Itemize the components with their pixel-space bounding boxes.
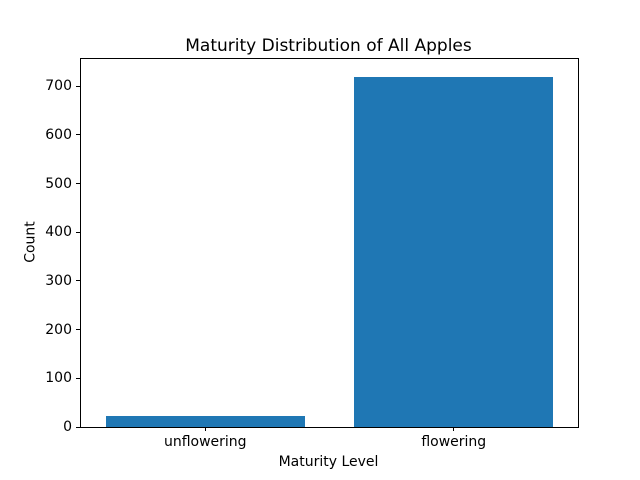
y-tick-label: 0 xyxy=(63,419,72,435)
y-tick-mark xyxy=(76,183,80,185)
x-tick-label: flowering xyxy=(421,434,487,450)
y-tick-label: 200 xyxy=(45,321,72,338)
y-tick-label: 400 xyxy=(45,224,72,241)
bar-unflowering xyxy=(105,416,305,427)
x-tick-label: unflowering xyxy=(163,434,247,450)
y-tick-label: 100 xyxy=(45,370,72,387)
y-tick-label: 700 xyxy=(45,78,72,95)
y-tick-mark xyxy=(76,377,80,379)
bar-flowering xyxy=(354,76,554,427)
x-axis-label: Maturity Level xyxy=(278,454,379,470)
y-tick-label: 300 xyxy=(45,272,72,289)
y-axis-label: Count xyxy=(22,221,39,263)
x-tick-mark xyxy=(204,427,206,431)
chart-title: Maturity Distribution of All Apples xyxy=(185,36,472,56)
x-tick-mark xyxy=(453,427,455,431)
y-tick-mark xyxy=(76,426,80,428)
y-tick-label: 500 xyxy=(45,175,72,192)
y-tick-mark xyxy=(76,231,80,233)
y-tick-mark xyxy=(76,134,80,136)
y-tick-mark xyxy=(76,280,80,282)
y-tick-mark xyxy=(76,85,80,87)
plot-area: 0 100 200 300 400 500 600 700 unflowering floweri… xyxy=(45,58,579,449)
y-tick-label: 600 xyxy=(45,126,72,143)
y-tick-mark xyxy=(76,329,80,331)
